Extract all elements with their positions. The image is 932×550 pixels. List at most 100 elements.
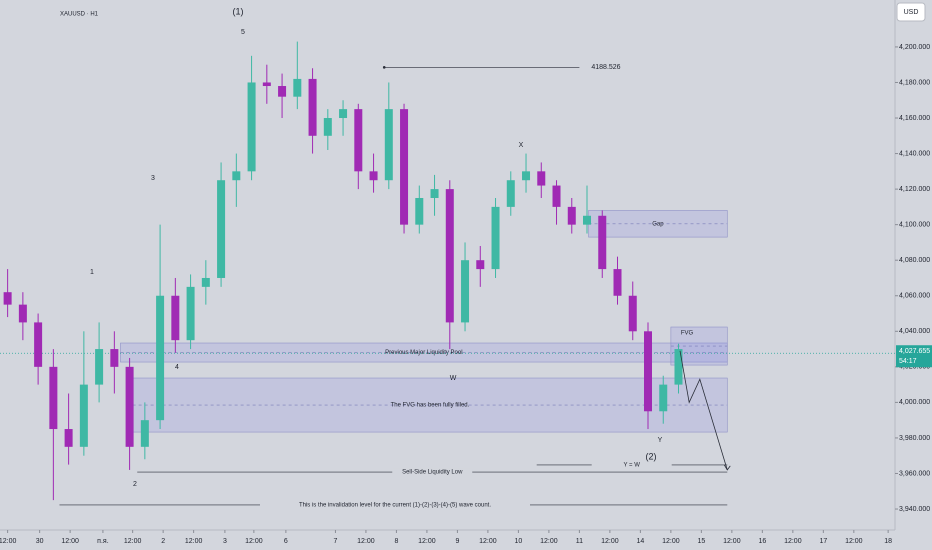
candle-body — [95, 349, 104, 385]
candle-body — [674, 349, 683, 385]
candle-body — [79, 384, 88, 447]
y-tick-label: 3,960.000 — [899, 470, 930, 477]
y-tick-label: 4,040.000 — [899, 328, 930, 335]
x-tick-label: 17 — [819, 538, 827, 545]
level-label: Sell-Side Liquidity Low — [402, 470, 463, 476]
zone — [132, 377, 728, 433]
x-tick-label: 12:00 — [418, 538, 436, 545]
candle-body — [506, 180, 515, 207]
countdown-label: 54:17 — [899, 358, 917, 365]
x-tick-label: 12:00 — [0, 538, 16, 545]
y-tick-label: 4,120.000 — [899, 186, 930, 193]
y-tick-label: 4,060.000 — [899, 293, 930, 300]
x-tick-label: 8 — [394, 538, 398, 545]
x-tick-label: 12:00 — [479, 538, 497, 545]
wave-label: (1) — [233, 6, 244, 16]
x-tick-label: 12:00 — [784, 538, 802, 545]
wave-label: 1 — [90, 269, 94, 276]
x-tick-label: 12:00 — [124, 538, 142, 545]
currency-label: USD — [904, 9, 919, 16]
x-tick-label: 11 — [576, 538, 583, 545]
candle-body — [323, 118, 332, 136]
x-tick-label: 12:00 — [845, 538, 863, 545]
y-tick-label: 4,160.000 — [899, 115, 930, 122]
level-label-bg — [260, 500, 530, 509]
wave-label: W — [450, 375, 457, 382]
level-label: Y = W — [623, 463, 640, 469]
candle-body — [293, 78, 302, 97]
candle-body — [461, 260, 470, 323]
candle-body — [659, 384, 668, 412]
candle-body — [628, 295, 637, 332]
x-tick-label: 3 — [223, 538, 227, 545]
last-price-label: 4,027.655 — [899, 348, 930, 355]
currency-button[interactable] — [896, 2, 926, 22]
candle-body — [567, 206, 576, 225]
candle-body — [232, 171, 241, 181]
candle-body — [171, 295, 180, 341]
candle-body — [186, 286, 195, 341]
x-tick-label: 16 — [758, 538, 766, 545]
candle-body — [354, 109, 363, 172]
candle-body — [156, 295, 165, 421]
y-tick-label: 4,080.000 — [899, 257, 930, 264]
candle-body — [384, 109, 393, 181]
x-tick-label: 12:00 — [601, 538, 619, 545]
candle-body — [308, 78, 317, 136]
x-tick-label: 12:00 — [61, 538, 79, 545]
candle-body — [217, 180, 226, 278]
level-label: 4188.526 — [591, 64, 620, 71]
candle-body — [522, 171, 531, 181]
candle-body — [430, 189, 439, 198]
y-tick-label: 4,000.000 — [899, 399, 930, 406]
candle-body — [445, 189, 454, 323]
candle-body — [598, 215, 607, 270]
x-tick-label: 7 — [333, 538, 337, 545]
level-label-bg — [591, 460, 672, 469]
candle-body — [49, 366, 58, 430]
candle-body — [400, 109, 409, 225]
level-label: This is the invalidation level for the c… — [299, 503, 491, 509]
x-tick-label: 12:00 — [723, 538, 741, 545]
wave-label: 3 — [151, 175, 155, 182]
y-tick-label: 4,100.000 — [899, 221, 930, 228]
candle-body — [278, 86, 287, 97]
last-price-badge — [896, 345, 932, 368]
candle-body — [491, 206, 500, 270]
candle-body — [552, 185, 561, 207]
x-tick-label: 14 — [636, 538, 644, 545]
x-tick-label: 12:00 — [245, 538, 263, 545]
wave-label: Y — [658, 437, 663, 444]
wave-label: 4 — [175, 364, 179, 371]
x-tick-label: 12:00 — [185, 538, 203, 545]
x-tick-label: 2 — [161, 538, 165, 545]
x-tick-label: 30 — [36, 538, 44, 545]
x-tick-label: 15 — [697, 538, 705, 545]
candle-body — [262, 82, 271, 87]
x-tick-label: 12:00 — [357, 538, 375, 545]
candle-body — [476, 260, 485, 270]
candle-body — [537, 171, 546, 186]
candle-body — [201, 277, 210, 287]
x-tick-label: 12:00 — [662, 538, 680, 545]
zone-label: Gap — [652, 221, 664, 227]
symbol-title: XAUUSD · H1 — [60, 12, 99, 18]
x-tick-label: 6 — [284, 538, 288, 545]
candle-body — [643, 331, 652, 412]
y-tick-label: 3,980.000 — [899, 435, 930, 442]
candle-body — [125, 366, 134, 447]
wave-label: 2 — [133, 481, 137, 488]
y-tick-label: 4,200.000 — [899, 44, 930, 51]
candle-body — [110, 349, 119, 367]
candle-body — [18, 304, 27, 323]
x-tick-label: 10 — [515, 538, 523, 545]
wave-label: X — [519, 142, 524, 149]
candle-body — [140, 420, 149, 447]
y-tick-label: 4,180.000 — [899, 79, 930, 86]
y-tick-label: 4,140.000 — [899, 150, 930, 157]
projection-arrowhead — [723, 464, 731, 471]
candle-body — [34, 322, 43, 367]
candle-body — [64, 429, 73, 447]
